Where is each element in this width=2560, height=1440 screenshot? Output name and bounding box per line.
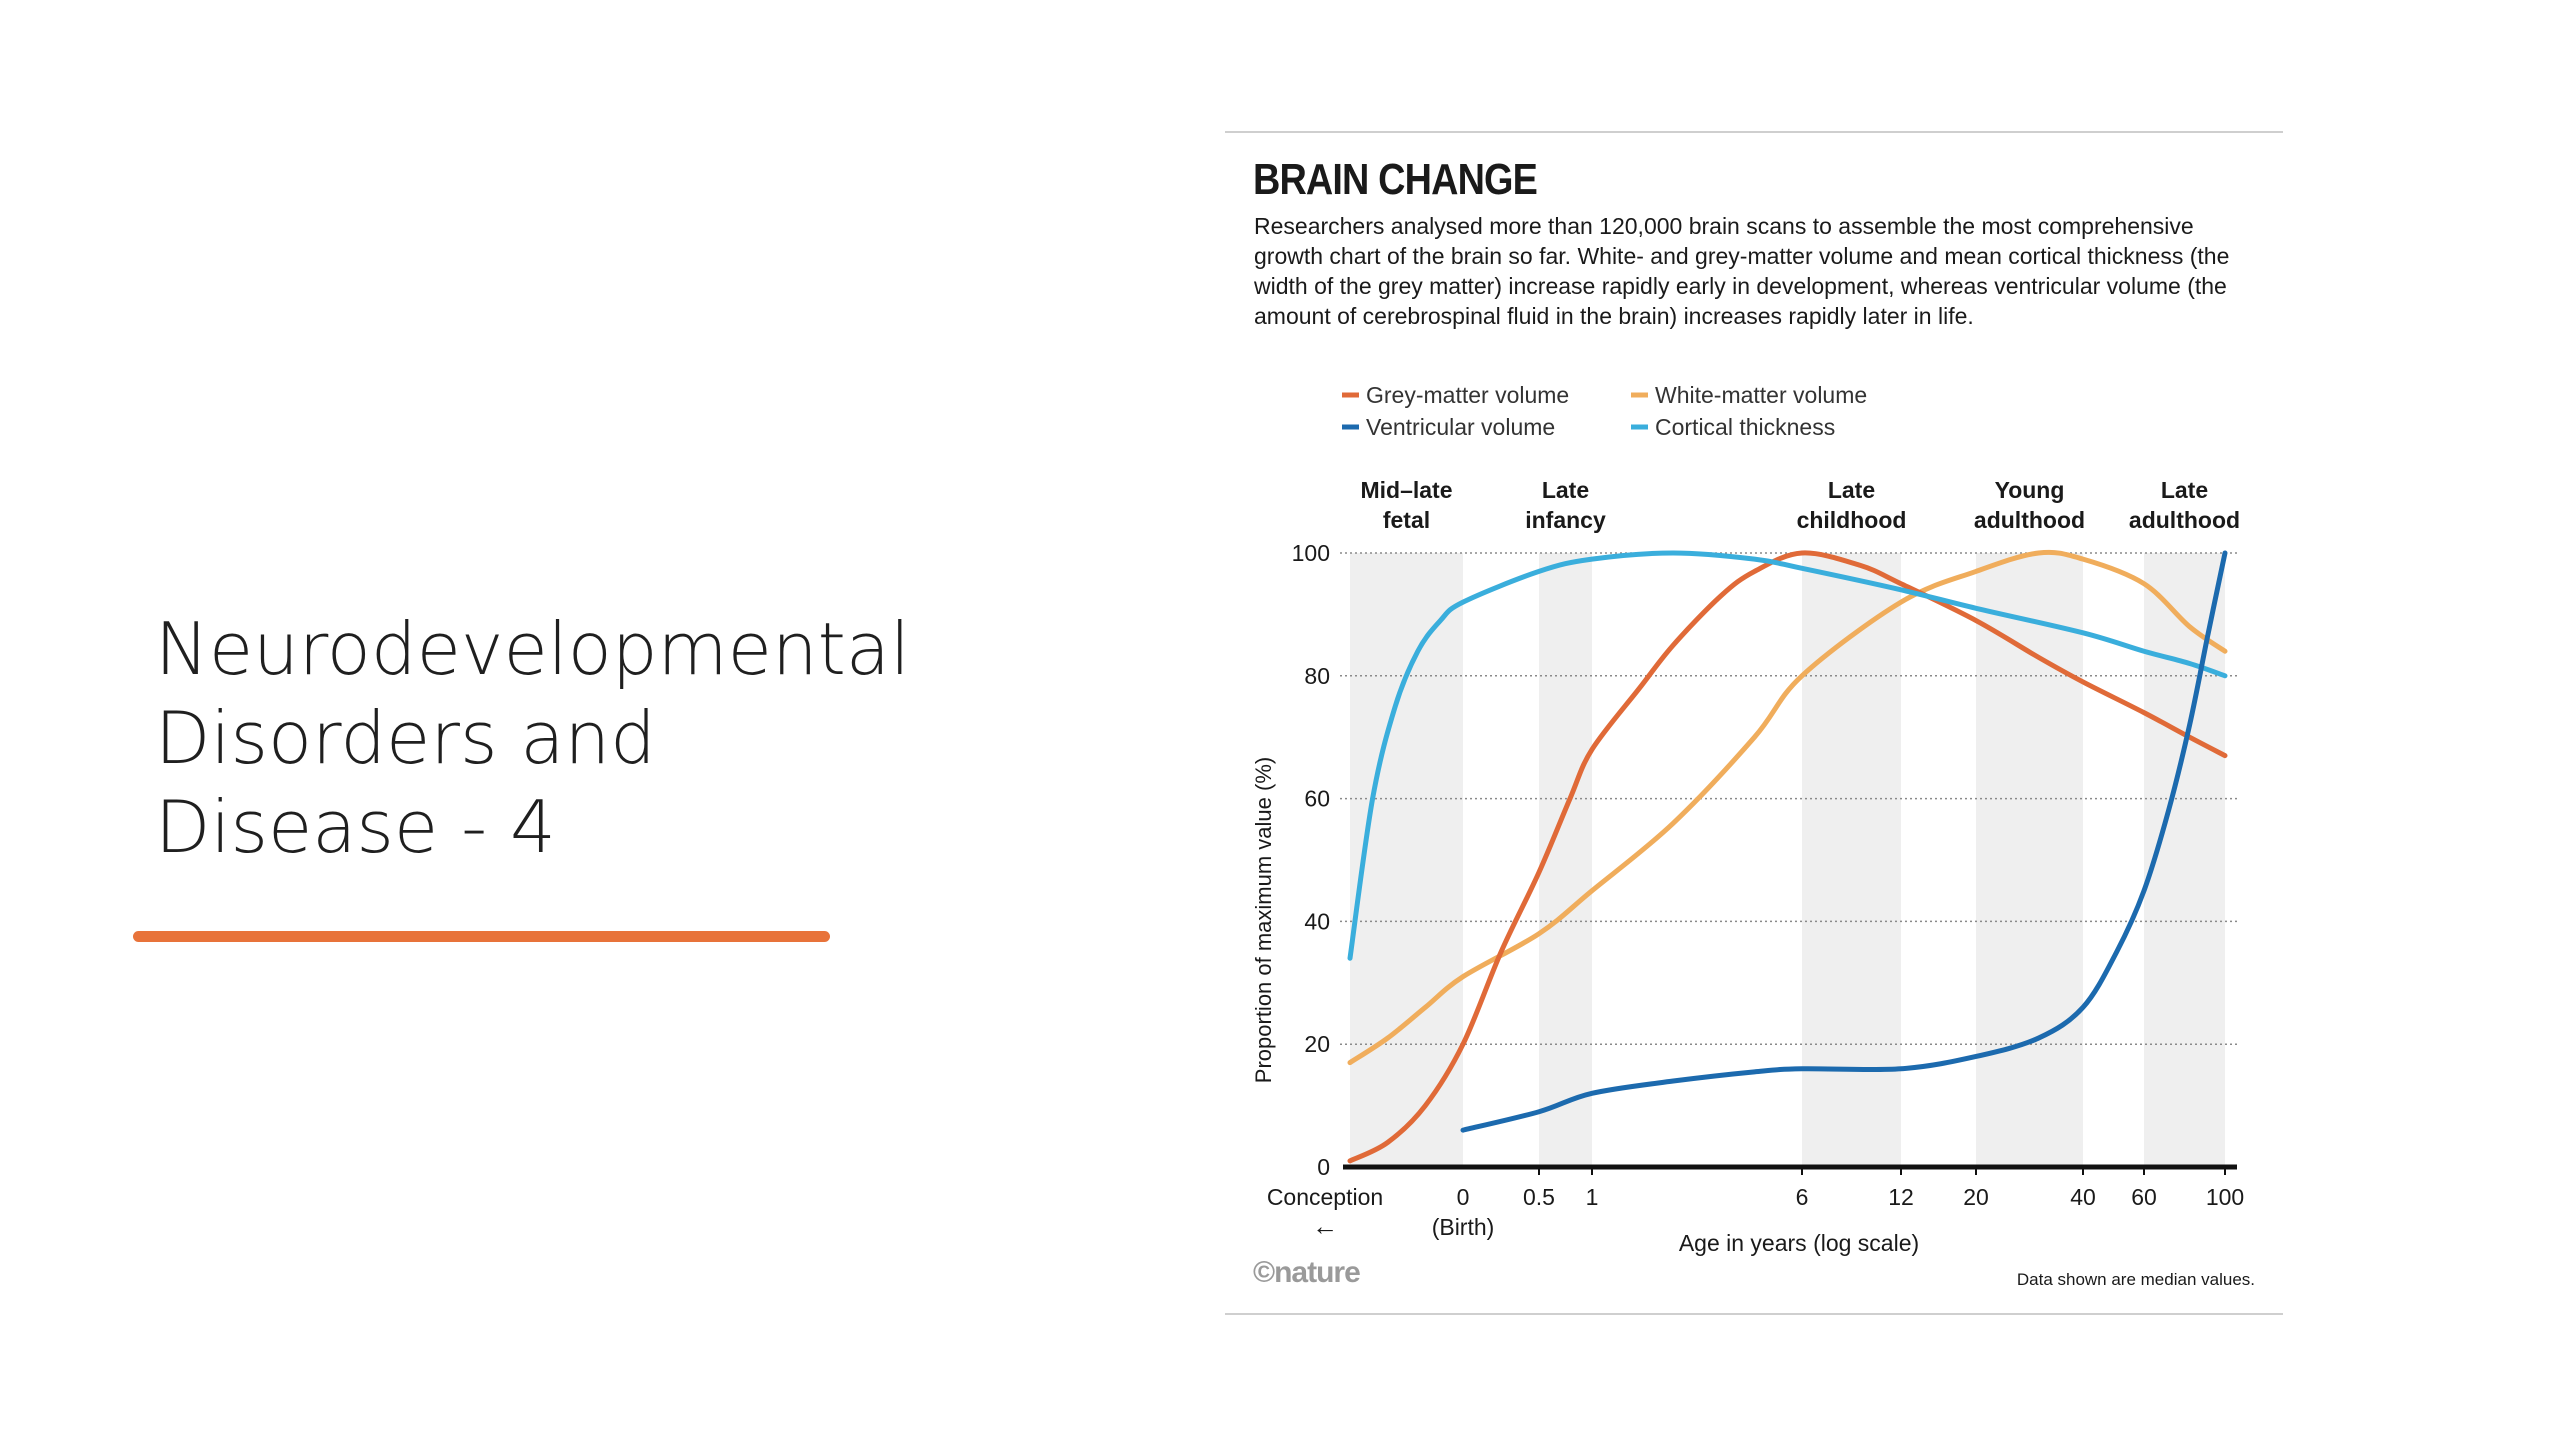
legend-label: Ventricular volume <box>1366 414 1555 440</box>
y-axis-label: Proportion of maximum value (%) <box>1251 757 1276 1083</box>
series-line-white-matter-volume <box>1347 549 2228 1066</box>
x-tick-sublabel: (Birth) <box>1432 1214 1495 1240</box>
figure-title: BRAIN CHANGE <box>1253 155 1538 204</box>
legend-label: Grey-matter volume <box>1366 382 1569 408</box>
y-tick-label: 60 <box>1304 786 1330 812</box>
stage-label: adulthood <box>1974 507 2085 533</box>
stage-label: Mid–late <box>1360 477 1452 503</box>
stage-label: adulthood <box>2129 507 2240 533</box>
stage-label: Late <box>2161 477 2208 503</box>
x-tick-label: 1 <box>1586 1184 1599 1210</box>
figure-note: Data shown are median values. <box>2016 1270 2255 1289</box>
brain-change-chart: Mid–late fetal Late infancy Late childhood You… <box>1251 382 2244 1256</box>
series-line-grey-matter-volume <box>1347 550 2228 1164</box>
stage-label: Late <box>1828 477 1875 503</box>
y-tick-label: 0 <box>1317 1154 1330 1180</box>
y-tick-label: 80 <box>1304 663 1330 689</box>
series-line-cortical-thickness <box>1347 550 2228 961</box>
series-line-ventricular-volume <box>1460 550 2228 1133</box>
x-tick-label: 6 <box>1796 1184 1809 1210</box>
x-axis-label: Age in years (log scale) <box>1679 1230 1919 1256</box>
x-tick-label: 12 <box>1888 1184 1914 1210</box>
legend-label: Cortical thickness <box>1655 414 1835 440</box>
y-tick-label: 20 <box>1304 1031 1330 1057</box>
nature-credit: ©nature <box>1253 1256 1361 1289</box>
x-tick-label: 100 <box>2206 1184 2244 1210</box>
conception-arrow: ← <box>1312 1211 1338 1241</box>
y-tick-label: 100 <box>1292 540 1330 566</box>
figure-description: Researchers analysed more than 120,000 b… <box>1254 213 2230 329</box>
nature-figure: BRAIN CHANGE Researchers analysed more t… <box>1225 131 2283 1315</box>
x-tick-label: 0 <box>1457 1184 1470 1210</box>
stage-band <box>1350 553 1463 1167</box>
stage-band <box>1539 553 1592 1167</box>
stage-band <box>1802 553 1901 1167</box>
stage-label: childhood <box>1797 507 1907 533</box>
x-tick-label: 0.5 <box>1523 1184 1555 1210</box>
accent-divider <box>133 931 830 942</box>
x-tick-label: 20 <box>1963 1184 1989 1210</box>
x-tick-label: Conception <box>1267 1184 1383 1210</box>
y-tick-label: 40 <box>1304 908 1330 934</box>
stage-label: Late <box>1542 477 1589 503</box>
stage-label: Young <box>1995 477 2065 503</box>
stage-label: fetal <box>1383 507 1430 533</box>
slide-title: Neurodevelopmental Disorders and Disease… <box>155 607 910 869</box>
x-tick-label: 40 <box>2070 1184 2096 1210</box>
legend-label: White-matter volume <box>1655 382 1867 408</box>
stage-band <box>1976 553 2083 1167</box>
x-tick-label: 60 <box>2131 1184 2157 1210</box>
stage-label: infancy <box>1525 507 1606 533</box>
